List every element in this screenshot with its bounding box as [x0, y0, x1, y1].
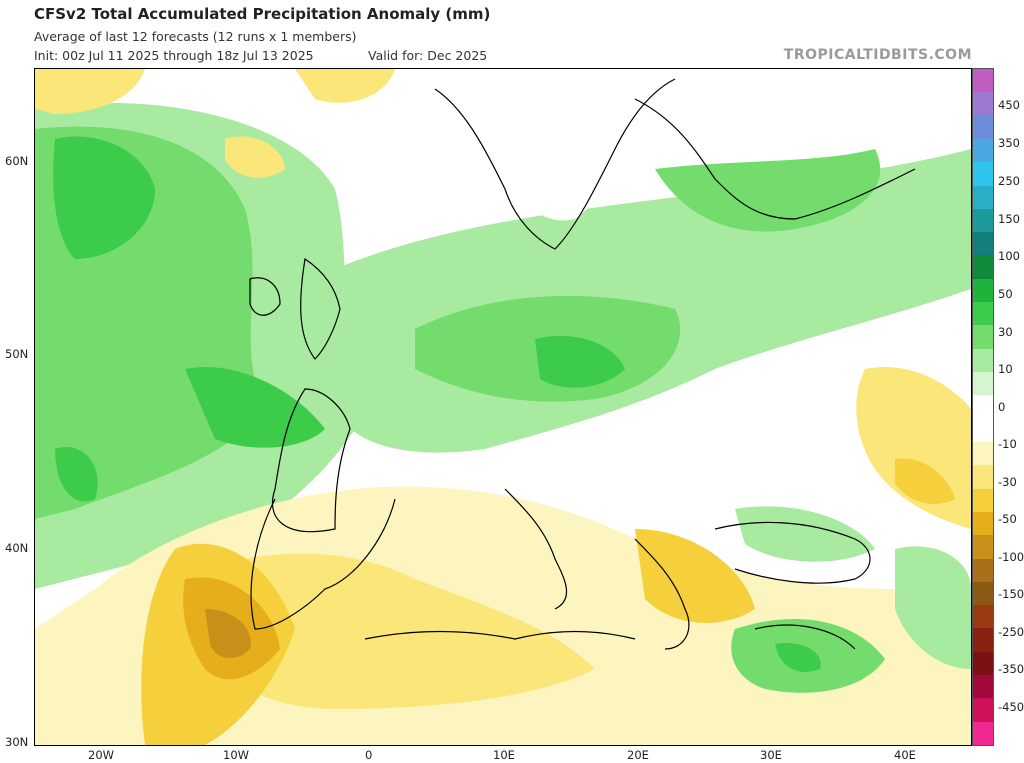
- colorbar-label: -350: [998, 662, 1024, 676]
- lat-label-60n: 60N: [5, 154, 29, 168]
- colorbar-segment: [973, 698, 993, 723]
- colorbar-label: -450: [998, 700, 1024, 714]
- colorbar-segment: [973, 115, 993, 140]
- colorbar-label: 50: [998, 287, 1013, 301]
- colorbar-segment: [973, 581, 993, 606]
- lon-label-10e: 10E: [493, 748, 515, 762]
- colorbar-segment: [973, 69, 993, 93]
- colorbar-segment: [973, 92, 993, 117]
- colorbar-segment: [973, 721, 993, 746]
- colorbar-label: 0: [998, 400, 1006, 414]
- colorbar-label: 450: [998, 98, 1020, 112]
- colorbar-label: -100: [998, 550, 1024, 564]
- colorbar-label: -50: [998, 512, 1017, 526]
- colorbar-segment: [973, 488, 993, 513]
- colorbar-label: 150: [998, 212, 1020, 226]
- lon-label-20w: 20W: [88, 748, 115, 762]
- lat-label-40n: 40N: [5, 541, 29, 555]
- colorbar-segment: [973, 441, 993, 466]
- init-time: Init: 00z Jul 11 2025 through 18z Jul 13…: [34, 48, 314, 63]
- colorbar-segment: [973, 675, 993, 699]
- colorbar-segment: [973, 372, 993, 396]
- colorbar-label: -150: [998, 587, 1024, 601]
- colorbar-segment: [973, 535, 993, 559]
- colorbar-segment: [973, 628, 993, 653]
- colorbar-segment: [973, 255, 993, 280]
- brand-watermark: TROPICALTIDBITS.COM: [783, 47, 972, 63]
- lon-label-40e: 40E: [894, 748, 916, 762]
- colorbar-label: 30: [998, 325, 1013, 339]
- colorbar-segment: [973, 302, 993, 326]
- colorbar-segment: [973, 605, 993, 629]
- colorbar-segment: [973, 232, 993, 256]
- lat-label-30n: 30N: [5, 735, 29, 749]
- colorbar-label: -10: [998, 437, 1017, 451]
- colorbar-segment: [973, 465, 993, 490]
- colorbar-segment: [973, 348, 993, 373]
- colorbar-segment: [973, 208, 993, 233]
- colorbar-label: 10: [998, 362, 1013, 376]
- colorbar-label: 350: [998, 136, 1020, 150]
- colorbar-segment: [973, 278, 993, 303]
- colorbar-segment: [973, 162, 993, 187]
- colorbar-segment: [973, 418, 993, 443]
- lat-label-50n: 50N: [5, 347, 29, 361]
- colorbar-label: 250: [998, 174, 1020, 188]
- map-title: CFSv2 Total Accumulated Precipitation An…: [34, 5, 491, 23]
- colorbar-segment: [973, 511, 993, 536]
- valid-time: Valid for: Dec 2025: [368, 48, 488, 63]
- map-subtitle: Average of last 12 forecasts (12 runs x …: [34, 29, 357, 44]
- colorbar-segment: [973, 395, 993, 420]
- precipitation-anomaly-map: [34, 68, 972, 746]
- colorbar-label: -30: [998, 475, 1017, 489]
- colorbar-segment: [973, 138, 993, 163]
- colorbar-label: -250: [998, 625, 1024, 639]
- lon-label-0: 0: [365, 748, 373, 762]
- colorbar-segment: [973, 185, 993, 210]
- map-canvas: [35, 69, 971, 745]
- colorbar-segment: [973, 651, 993, 676]
- colorbar-label: 100: [998, 249, 1020, 263]
- lon-label-10w: 10W: [223, 748, 250, 762]
- lon-label-20e: 20E: [627, 748, 649, 762]
- colorbar-segment: [973, 325, 993, 350]
- colorbar-segment: [973, 558, 993, 583]
- lon-label-30e: 30E: [760, 748, 782, 762]
- colorbar: [972, 68, 994, 746]
